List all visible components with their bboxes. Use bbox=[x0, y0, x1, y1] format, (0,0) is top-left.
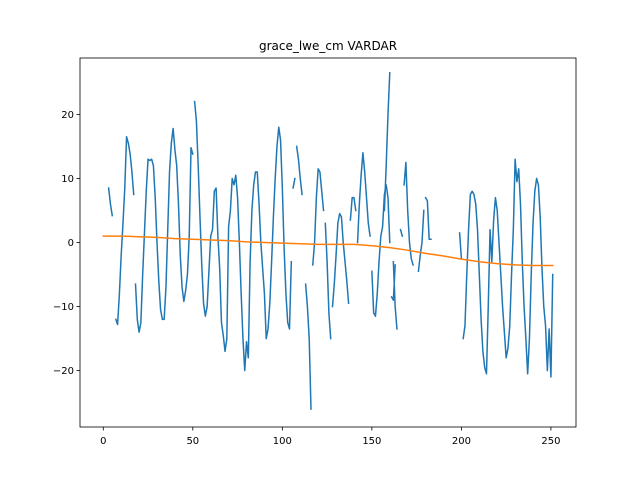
series-layer bbox=[102, 71, 554, 410]
x-tick-label: 200 bbox=[452, 436, 471, 447]
series-1-line-3 bbox=[134, 127, 194, 333]
series-1-line-17 bbox=[399, 228, 404, 238]
y-tick-label: 0 bbox=[68, 238, 74, 249]
series-1-line-20 bbox=[424, 196, 432, 241]
series-1-line-5 bbox=[292, 177, 296, 189]
series-2 bbox=[102, 235, 554, 267]
x-tick-label: 0 bbox=[100, 436, 106, 447]
y-tick-label: 20 bbox=[61, 110, 74, 121]
series-1-line-18 bbox=[403, 161, 414, 266]
x-axis: 0 50 100 150 200 250 bbox=[100, 427, 560, 447]
x-tick-label: 250 bbox=[541, 436, 560, 447]
series-1-line-19 bbox=[417, 209, 425, 273]
series-1-line-15 bbox=[383, 71, 391, 212]
y-tick-label: −20 bbox=[53, 366, 74, 377]
chart-title: grace_lwe_cm VARDAR bbox=[259, 39, 397, 53]
series-1-line-1 bbox=[107, 187, 114, 217]
y-axis: −20 −10 0 10 20 bbox=[53, 110, 80, 377]
series-2-line-1 bbox=[102, 235, 554, 267]
series-1-line-8 bbox=[311, 168, 325, 266]
series-1 bbox=[107, 71, 554, 410]
x-tick-label: 150 bbox=[362, 436, 381, 447]
x-tick-label: 50 bbox=[186, 436, 199, 447]
series-1-line-9 bbox=[324, 222, 332, 340]
series-1-line-6 bbox=[295, 145, 303, 196]
x-tick-label: 100 bbox=[273, 436, 292, 447]
series-1-line-7 bbox=[304, 283, 312, 410]
series-1-line-12 bbox=[356, 152, 371, 244]
series-1-line-2 bbox=[114, 136, 135, 326]
series-1-line-13 bbox=[371, 184, 391, 317]
series-1-line-21 bbox=[458, 232, 463, 260]
series-1-line-4 bbox=[193, 100, 293, 372]
series-1-line-11 bbox=[349, 196, 357, 221]
series-1-line-10 bbox=[331, 212, 350, 308]
y-tick-label: 10 bbox=[61, 174, 74, 185]
series-1-line-16 bbox=[392, 260, 398, 330]
series-1-line-22 bbox=[462, 158, 554, 378]
y-tick-label: −10 bbox=[53, 302, 74, 313]
